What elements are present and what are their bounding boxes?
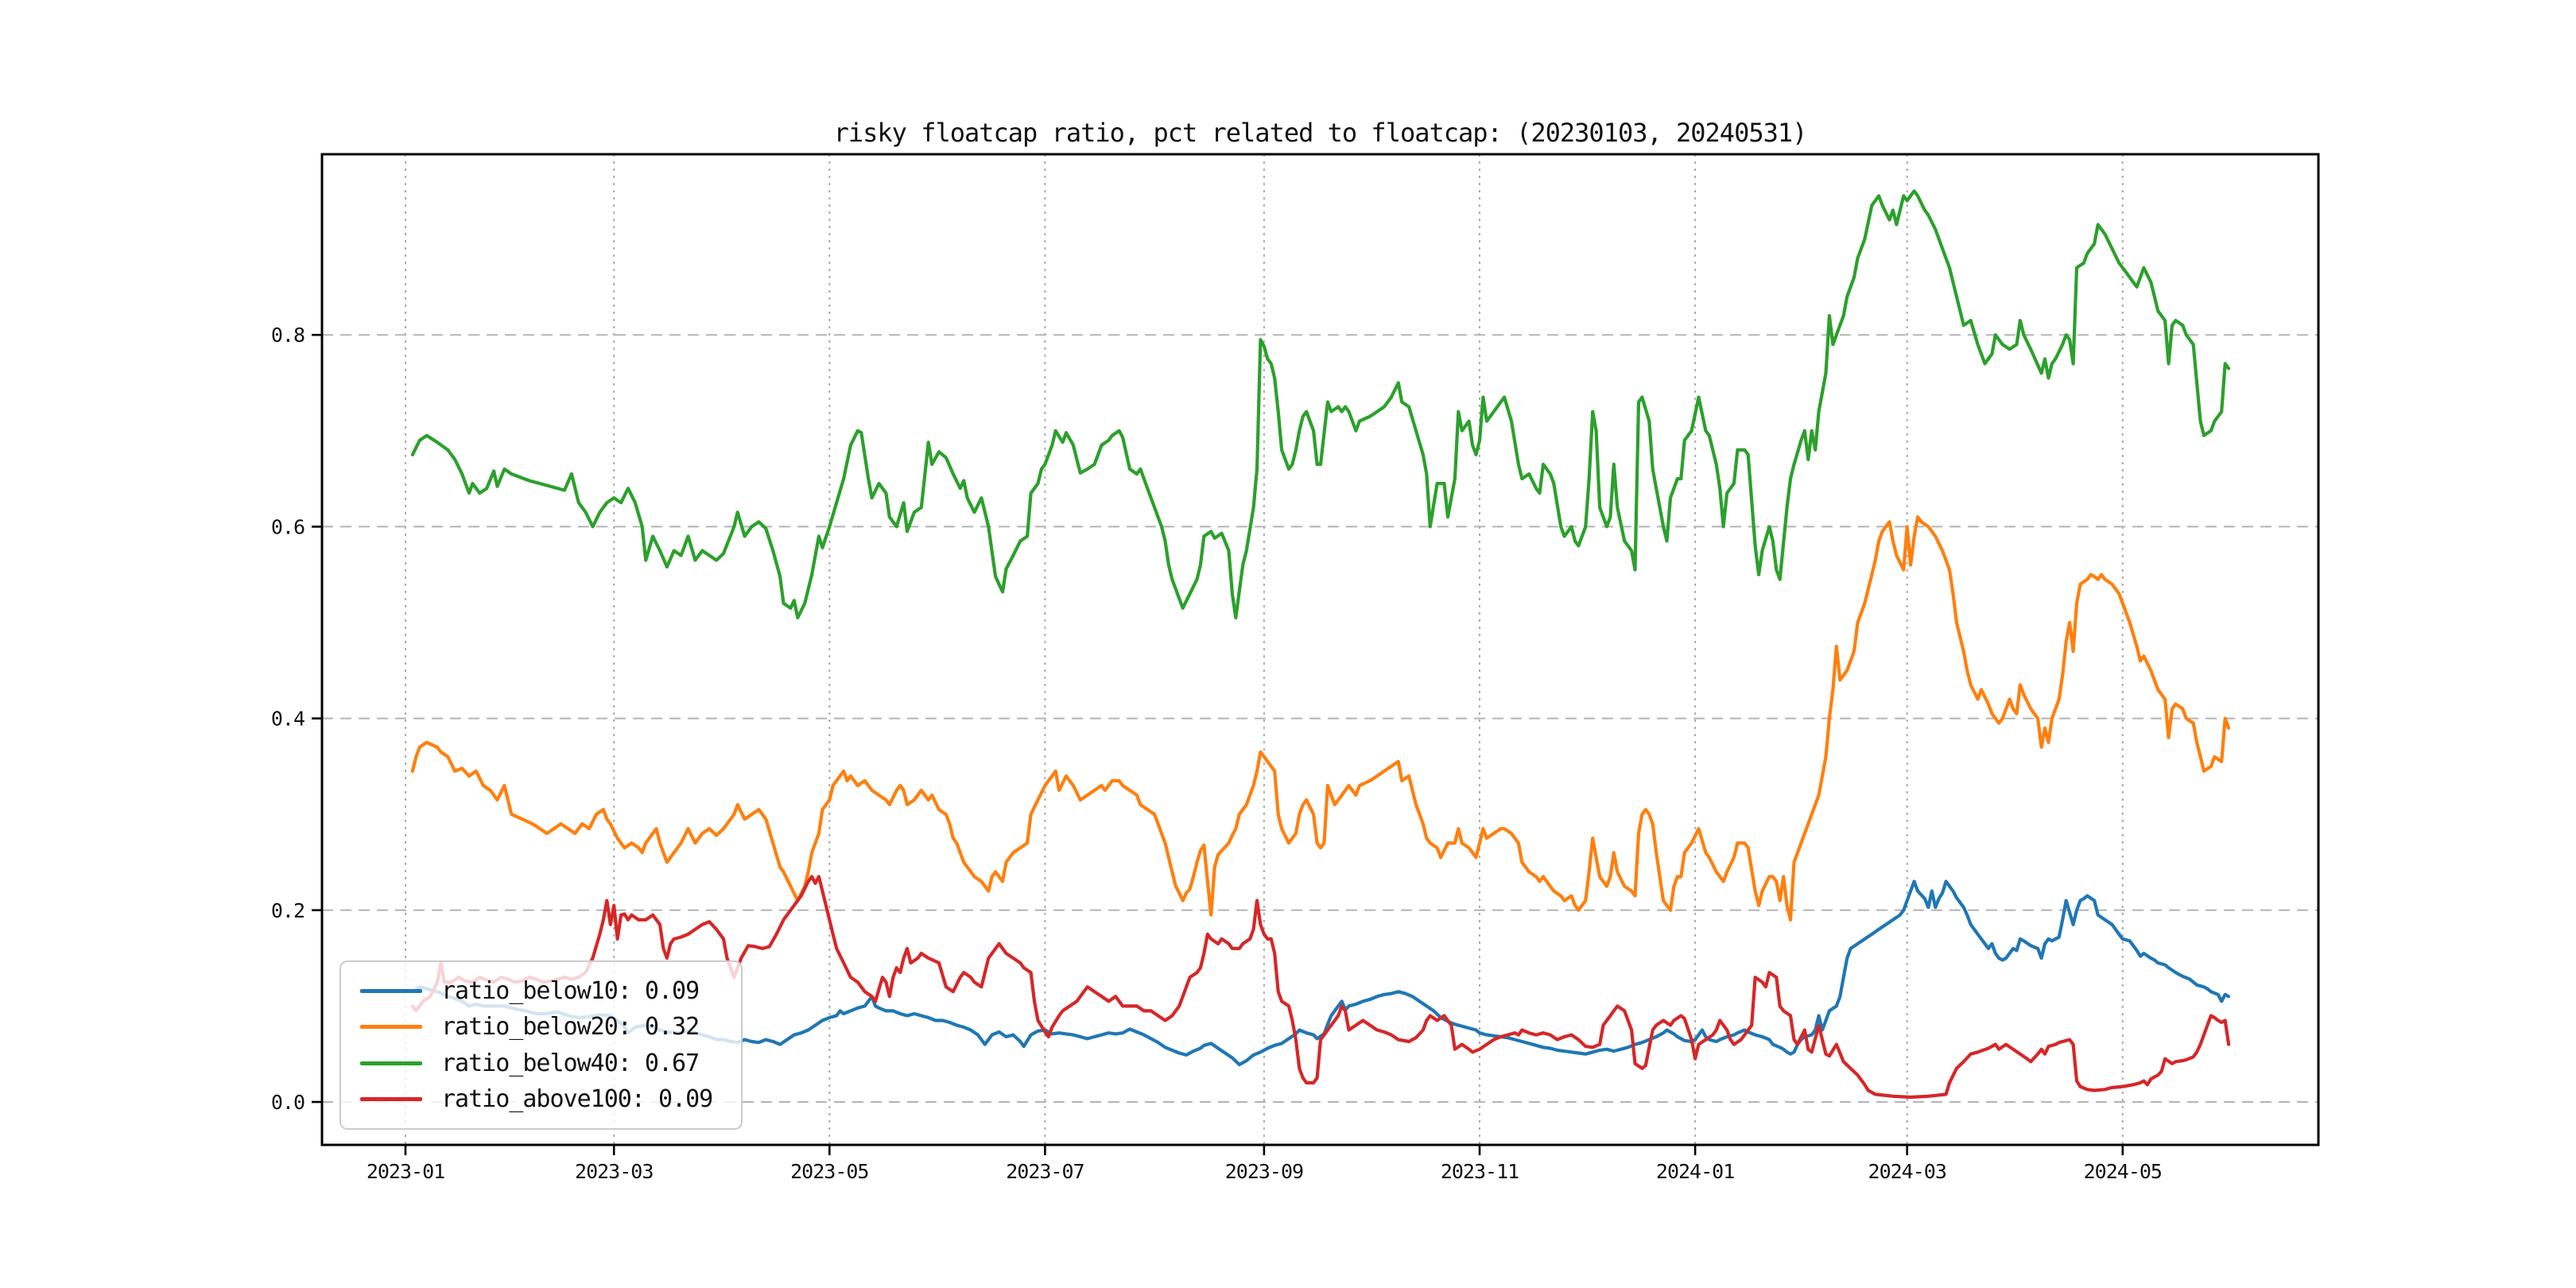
x-tick-label: 2023-03 xyxy=(575,1160,653,1183)
legend-line-swatch xyxy=(360,988,422,993)
y-tick-label: 0.8 xyxy=(271,324,305,347)
x-tick-label: 2023-07 xyxy=(1006,1160,1084,1183)
legend: ratio_below10: 0.09 ratio_below20: 0.32 … xyxy=(339,960,743,1130)
legend-label: ratio_below40: 0.67 xyxy=(441,1049,700,1077)
x-tick-label: 2024-03 xyxy=(1868,1160,1946,1183)
plot-border xyxy=(320,153,2320,1146)
y-tick-label: 0.0 xyxy=(271,1091,305,1114)
x-tick-label: 2024-01 xyxy=(1656,1160,1734,1183)
legend-item: ratio_below40: 0.67 xyxy=(360,1049,722,1077)
chart-title: risky floatcap ratio, pct related to flo… xyxy=(833,118,1808,148)
y-tick-labels: 0.0 0.2 0.4 0.6 0.8 xyxy=(271,324,305,1114)
legend-line-swatch xyxy=(360,1061,422,1065)
y-tick-label: 0.2 xyxy=(271,899,305,922)
series-lines xyxy=(410,189,2231,1100)
line-ratio_above100 xyxy=(410,875,2231,1100)
line-ratio_below40 xyxy=(410,189,2231,620)
x-tick-label: 2024-05 xyxy=(2084,1160,2162,1183)
axes-spines xyxy=(320,153,2320,1146)
x-tick-label: 2023-01 xyxy=(367,1160,444,1183)
y-tick-label: 0.6 xyxy=(271,515,305,538)
axis-ticks xyxy=(312,333,2124,1155)
legend-label: ratio_below10: 0.09 xyxy=(441,976,700,1005)
x-tick-label: 2023-05 xyxy=(790,1160,868,1183)
line-ratio_below10 xyxy=(410,879,2231,1067)
x-tick-label: 2023-11 xyxy=(1441,1160,1519,1183)
legend-item: ratio_below20: 0.32 xyxy=(360,1013,722,1041)
legend-line-swatch xyxy=(360,1097,422,1102)
legend-line-swatch xyxy=(360,1025,422,1030)
x-tick-label: 2023-09 xyxy=(1225,1160,1303,1183)
legend-label: ratio_above100: 0.09 xyxy=(441,1085,713,1114)
x-tick-labels: 2023-01 2023-03 2023-05 2023-07 2023-09 2023-… xyxy=(367,1160,2163,1183)
legend-item: ratio_above100: 0.09 xyxy=(360,1085,722,1113)
legend-label: ratio_below20: 0.32 xyxy=(441,1013,700,1042)
y-tick-label: 0.4 xyxy=(271,708,305,731)
legend-item: ratio_below10: 0.09 xyxy=(360,977,722,1005)
